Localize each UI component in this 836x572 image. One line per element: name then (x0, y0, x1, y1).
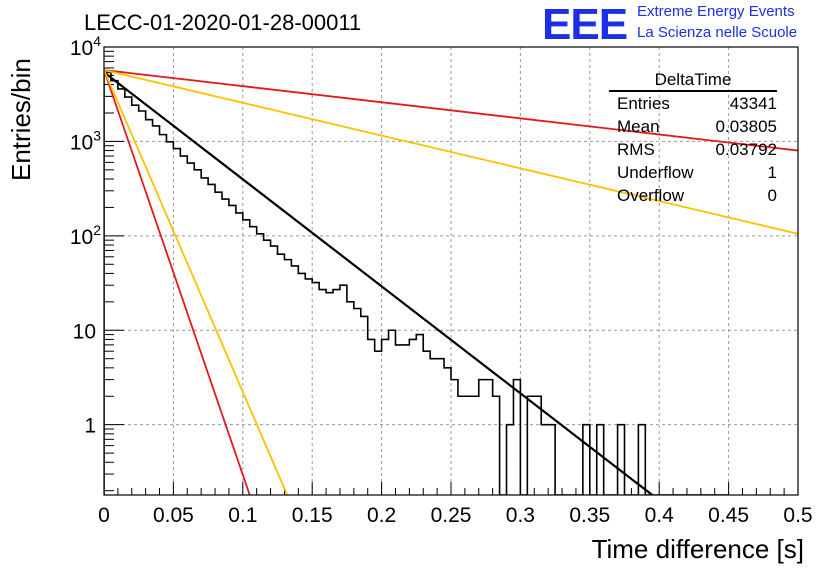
plot-frame (103, 46, 799, 496)
logo-line-2: La Scienza nelle Scuole (637, 24, 798, 41)
fit-line-3 (104, 69, 798, 235)
y-tick-label: 103 (70, 127, 101, 154)
stats-box-title: DeltaTime (609, 70, 777, 92)
stats-row-mean: Mean 0.03805 (609, 117, 777, 140)
stats-row-entries: Entries 43341 (609, 94, 777, 117)
x-axis-label: Time difference [s] (591, 534, 804, 564)
y-tick-label: 102 (70, 222, 101, 249)
x-tick-label: 0.1 (228, 504, 257, 527)
chart-title: LECC-01-2020-01-28-00011 (84, 10, 362, 35)
x-tick-label: 0.35 (569, 504, 610, 527)
fit-line-2 (104, 69, 251, 495)
stats-value: 0 (767, 186, 777, 205)
stats-label: RMS (617, 140, 655, 159)
stats-box: DeltaTime Entries 43341 Mean 0.03805 RMS… (609, 70, 777, 209)
stats-label: Mean (617, 117, 660, 136)
stats-label: Underflow (617, 163, 694, 182)
stats-value: 1 (767, 163, 777, 182)
x-tick-label: 0.15 (292, 504, 333, 527)
x-tick-label: 0.4 (645, 504, 675, 527)
fit-line-1 (104, 69, 798, 152)
stats-row-rms: RMS 0.03792 (609, 140, 777, 163)
y-tick-label: 10 (73, 320, 96, 343)
stats-value: 0.03805 (715, 117, 777, 136)
stats-label: Overflow (617, 186, 685, 205)
histogram-deltatime (104, 71, 729, 495)
y-axis-label: Entries/bin (6, 58, 36, 181)
x-tick-label: 0.45 (708, 504, 749, 527)
x-tick-label: 0.3 (506, 504, 535, 527)
stats-value: 43341 (729, 94, 777, 113)
x-tick-label: 0 (98, 504, 110, 527)
stats-row-overflow: Overflow 0 (609, 186, 777, 209)
eee-logo: EEE (542, 0, 628, 49)
stats-value: 0.03792 (715, 140, 777, 159)
fit-line-0 (104, 71, 653, 495)
stats-row-underflow: Underflow 1 (609, 163, 777, 186)
x-tick-label: 0.5 (783, 504, 812, 527)
x-tick-label: 0.05 (153, 504, 194, 527)
x-tick-label: 0.2 (367, 504, 396, 527)
x-tick-label: 0.25 (431, 504, 472, 527)
y-tick-label: 1 (84, 415, 96, 438)
logo-line-1: Extreme Energy Events (637, 3, 795, 20)
fit-line-4 (104, 69, 289, 495)
stats-label: Entries (617, 94, 670, 113)
y-tick-label: 104 (70, 33, 101, 60)
